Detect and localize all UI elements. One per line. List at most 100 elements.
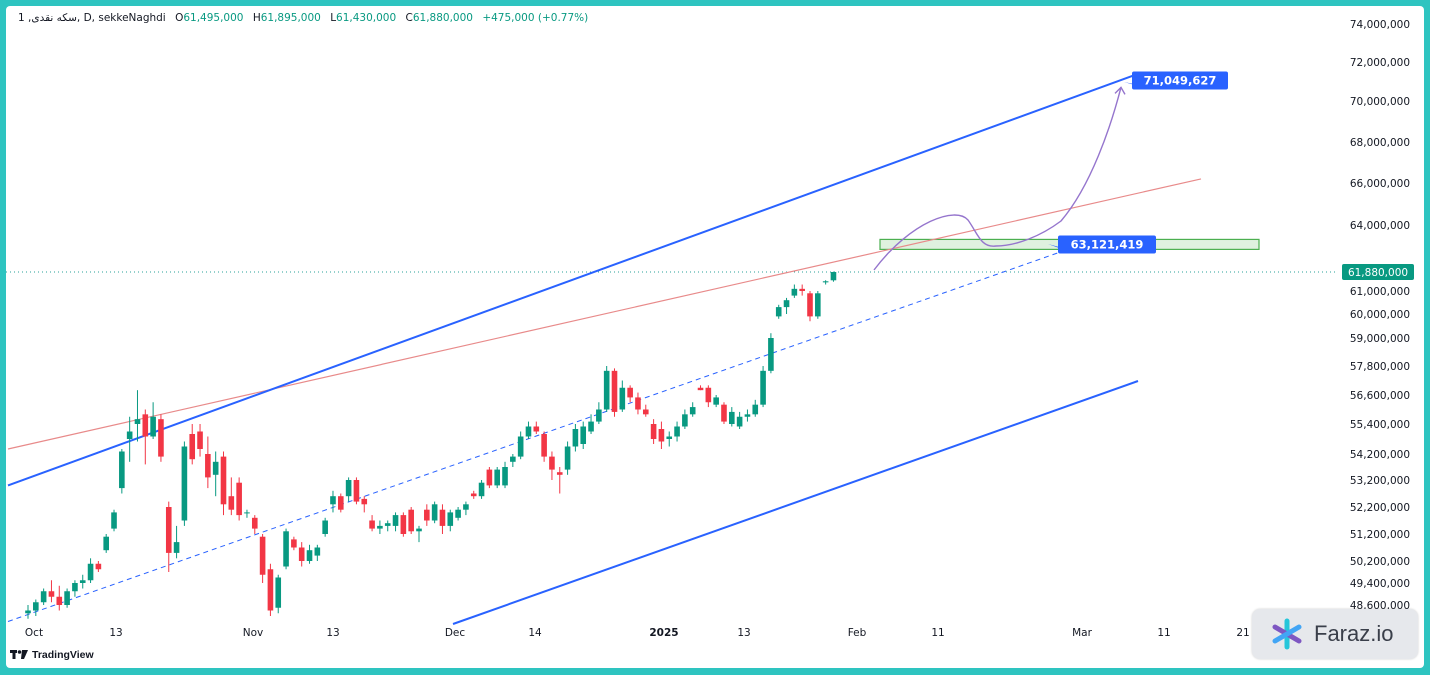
candle bbox=[682, 409, 688, 429]
candle-body bbox=[510, 456, 516, 462]
candle bbox=[556, 467, 563, 494]
candle bbox=[173, 525, 180, 559]
candle bbox=[283, 528, 289, 570]
candle bbox=[611, 368, 618, 417]
candle-body bbox=[549, 456, 555, 470]
candle bbox=[447, 509, 454, 532]
channel-mid-line bbox=[7, 237, 1100, 622]
candle-body bbox=[768, 338, 774, 371]
candle-body bbox=[291, 539, 297, 548]
candle-body bbox=[815, 293, 821, 317]
candle bbox=[384, 520, 391, 532]
candle bbox=[713, 395, 719, 408]
candle-body bbox=[40, 591, 47, 603]
candle-body bbox=[627, 387, 633, 398]
time-tick-label: 13 bbox=[737, 627, 750, 639]
price-tick-label: 72,000,000 bbox=[1350, 57, 1410, 69]
candle-body bbox=[48, 591, 55, 597]
candle-body bbox=[541, 434, 547, 457]
candle bbox=[330, 490, 336, 513]
candle-body bbox=[158, 419, 164, 457]
candle-body bbox=[400, 515, 407, 534]
candle bbox=[463, 501, 469, 516]
candle bbox=[72, 580, 78, 597]
candle-body bbox=[72, 583, 78, 592]
price-tick-label: 74,000,000 bbox=[1350, 19, 1410, 31]
candle-body bbox=[220, 456, 227, 505]
price-tick-label: 59,000,000 bbox=[1350, 333, 1410, 345]
time-tick-label: Oct bbox=[25, 627, 43, 639]
source-label: sekkeNaghdi bbox=[98, 12, 166, 24]
tradingview-logo[interactable]: TradingView bbox=[10, 649, 94, 661]
price-tick-label: 54,200,000 bbox=[1350, 449, 1410, 461]
candle-body bbox=[33, 602, 39, 611]
watermark-text: Faraz.io bbox=[1314, 621, 1394, 646]
candle-body bbox=[205, 454, 211, 478]
candle-body bbox=[486, 469, 493, 486]
price-tick-label: 53,200,000 bbox=[1350, 475, 1410, 487]
candle bbox=[369, 515, 375, 532]
time-tick-label: 11 bbox=[1157, 627, 1170, 639]
candle bbox=[517, 431, 524, 460]
candle bbox=[572, 424, 579, 452]
tradingview-text: TradingView bbox=[32, 649, 94, 661]
candle bbox=[799, 284, 805, 296]
chart-window: 74,000,000 72,000,000 70,000,000 68,000,000… bbox=[6, 6, 1424, 668]
symbol-name[interactable]: 1 ,سکه نقدی bbox=[18, 12, 77, 24]
candle bbox=[541, 431, 547, 462]
candle bbox=[33, 599, 39, 616]
candle-body bbox=[384, 523, 391, 526]
candle bbox=[259, 534, 266, 583]
candle bbox=[822, 280, 829, 285]
candle-body bbox=[494, 469, 500, 486]
candle bbox=[48, 580, 55, 603]
candle-body bbox=[197, 431, 203, 449]
candle bbox=[205, 436, 211, 489]
price-tick-label: 49,400,000 bbox=[1350, 578, 1410, 590]
candle-body bbox=[212, 461, 219, 475]
candle bbox=[212, 451, 219, 497]
candle bbox=[596, 402, 602, 424]
price-label-box bbox=[1132, 71, 1228, 90]
candle bbox=[815, 291, 821, 319]
candle-body bbox=[650, 424, 657, 439]
candle-body bbox=[377, 525, 383, 529]
candle-body bbox=[517, 436, 524, 457]
candle-body bbox=[338, 496, 344, 510]
candle bbox=[267, 563, 274, 616]
candle bbox=[314, 544, 321, 561]
candle-body bbox=[142, 414, 149, 437]
candle-body bbox=[564, 446, 571, 470]
candle bbox=[251, 515, 258, 534]
candle bbox=[642, 404, 649, 417]
candle bbox=[549, 451, 555, 480]
candle-body bbox=[165, 507, 172, 553]
price-axis: 74,000,000 72,000,000 70,000,000 68,000,000… bbox=[1350, 19, 1410, 612]
candle-body bbox=[642, 409, 649, 415]
price-tick-label: 66,000,000 bbox=[1350, 178, 1410, 190]
candle bbox=[736, 411, 743, 429]
time-tick-label: 21 bbox=[1236, 627, 1249, 639]
open-key: O bbox=[175, 12, 184, 24]
candle bbox=[674, 421, 680, 442]
chart-canvas[interactable]: 74,000,000 72,000,000 70,000,000 68,000,000… bbox=[6, 6, 1424, 668]
candle-body bbox=[79, 580, 86, 583]
time-tick-label: 11 bbox=[931, 627, 944, 639]
candle-body bbox=[689, 407, 696, 415]
candle bbox=[236, 477, 242, 521]
candle-body bbox=[736, 416, 743, 427]
time-tick-label: 2025 bbox=[649, 627, 678, 639]
projected-path-arrowhead bbox=[1114, 86, 1126, 95]
candle bbox=[56, 585, 63, 611]
candle bbox=[807, 291, 813, 322]
resistance-trendline bbox=[7, 178, 1202, 450]
candle-body bbox=[658, 429, 665, 442]
candle-body bbox=[64, 591, 70, 605]
candle bbox=[189, 424, 196, 465]
candle bbox=[486, 467, 493, 489]
candle-body bbox=[588, 421, 594, 432]
candle bbox=[768, 333, 774, 374]
projected-path bbox=[873, 87, 1122, 271]
candle bbox=[220, 451, 227, 516]
candle-body bbox=[580, 426, 587, 444]
